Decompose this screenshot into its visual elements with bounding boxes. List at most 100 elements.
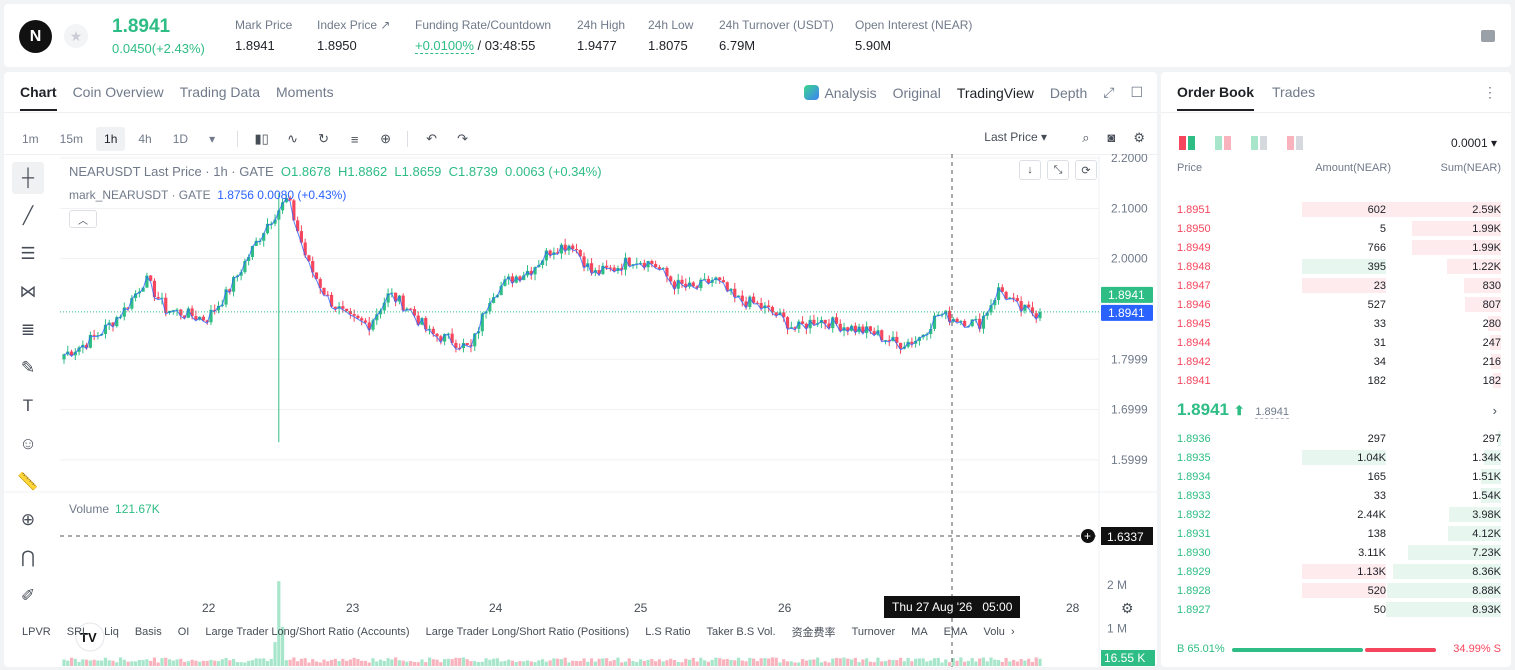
volume-bar: [540, 659, 545, 666]
redo-icon[interactable]: ↷: [457, 131, 469, 146]
zoom-tool-icon[interactable]: ⊕: [20, 510, 36, 529]
ask-row[interactable]: 1.8941 182 182: [1161, 371, 1511, 390]
bid-row[interactable]: 1.8931 138 4.12K: [1161, 524, 1511, 543]
indicator-volume[interactable]: Volu: [983, 626, 1005, 638]
chevron-right-icon[interactable]: ›: [1492, 403, 1497, 418]
ask-row[interactable]: 1.8944 31 247: [1161, 333, 1511, 352]
ask-row[interactable]: 1.8951 602 2.59K: [1161, 200, 1511, 219]
interval-1d[interactable]: 1D: [172, 132, 189, 146]
fit-icon[interactable]: ⤡: [1047, 160, 1069, 180]
tab-coin-overview[interactable]: Coin Overview: [72, 84, 164, 100]
view-original[interactable]: Original: [892, 84, 941, 101]
ask-row[interactable]: 1.8950 5 1.99K: [1161, 219, 1511, 238]
collapse-legend-button[interactable]: ︿: [69, 210, 97, 228]
volume-bar: [782, 659, 786, 666]
interval-4h[interactable]: 4h: [138, 132, 152, 146]
mode-split-icon[interactable]: [1215, 136, 1231, 150]
candle-type-icon[interactable]: ▮▯: [254, 131, 269, 146]
bid-row[interactable]: 1.8928 520 8.88K: [1161, 581, 1511, 600]
ask-row[interactable]: 1.8945 33 280: [1161, 314, 1511, 333]
book-icon[interactable]: [1481, 30, 1495, 42]
indicator-srl[interactable]: SRL: [66, 626, 89, 638]
mode-bids-icon[interactable]: [1251, 136, 1267, 150]
interval-1m[interactable]: 1m: [22, 132, 39, 146]
interval-1h[interactable]: 1h: [96, 127, 126, 151]
indicator-ls-ratio[interactable]: L.S Ratio: [645, 626, 691, 638]
indicator-ls-accounts[interactable]: Large Trader Long/Short Ratio (Accounts): [205, 626, 410, 638]
precision-select[interactable]: 0.0001 ▾: [1450, 136, 1497, 150]
indicator-basis[interactable]: Basis: [134, 626, 162, 638]
ask-row[interactable]: 1.8947 23 830: [1161, 276, 1511, 295]
undo-icon[interactable]: ↶: [426, 131, 438, 146]
fib-tool-icon[interactable]: ≣: [20, 320, 36, 339]
chevron-right-icon[interactable]: ›: [1010, 626, 1015, 638]
mode-asks-icon[interactable]: [1287, 136, 1303, 150]
scroll-down-icon[interactable]: ↓: [1019, 160, 1041, 180]
ask-row[interactable]: 1.8949 766 1.99K: [1161, 238, 1511, 257]
tab-trading-data[interactable]: Trading Data: [179, 84, 261, 100]
tab-chart[interactable]: Chart: [20, 84, 57, 111]
indicator-ema[interactable]: EMA: [943, 626, 968, 638]
volume-bar: [126, 661, 130, 666]
gear-icon[interactable]: ⚙: [1133, 130, 1145, 145]
indicator-funding[interactable]: 资金费率: [791, 627, 836, 639]
brush-tool-icon[interactable]: ✎: [20, 358, 36, 377]
indicator-liq[interactable]: Liq: [104, 626, 119, 638]
pattern-tool-icon[interactable]: ⋈: [19, 282, 37, 301]
axis-settings-icon[interactable]: ⚙: [1121, 600, 1134, 616]
ask-row[interactable]: 1.8948 395 1.22K: [1161, 257, 1511, 276]
text-tool-icon[interactable]: T: [22, 396, 34, 415]
interval-dropdown-icon[interactable]: ▾: [209, 132, 216, 146]
window-icon[interactable]: ☐: [1130, 84, 1143, 100]
camera-icon[interactable]: ◙: [1107, 130, 1116, 145]
indicator-taker-vol[interactable]: Taker B.S Vol.: [706, 626, 776, 638]
compare-icon[interactable]: ↻: [318, 131, 330, 146]
bid-row[interactable]: 1.8935 1.04K 1.34K: [1161, 448, 1511, 467]
indicator-lpvr[interactable]: LPVR: [22, 626, 51, 638]
more-icon[interactable]: ⋮: [1483, 84, 1497, 100]
indicator-ma[interactable]: MA: [911, 626, 928, 638]
tab-trades[interactable]: Trades: [1272, 84, 1316, 100]
stat-index-price[interactable]: Index Price ↗ 1.8950: [317, 18, 390, 53]
mode-both-icon[interactable]: [1179, 136, 1195, 150]
bid-row[interactable]: 1.8927 50 8.93K: [1161, 600, 1511, 619]
bid-row[interactable]: 1.8929 1.13K 8.36K: [1161, 562, 1511, 581]
indicator-turnover[interactable]: Turnover: [851, 626, 896, 638]
crosshair-tool-icon[interactable]: ┼: [12, 162, 44, 194]
volume-bar: [194, 660, 198, 666]
magnet-tool-icon[interactable]: ⋂: [21, 548, 35, 567]
stat-funding-rate[interactable]: Funding Rate/Countdown +0.0100% / 03:48:…: [415, 18, 551, 54]
bid-row[interactable]: 1.8930 3.11K 7.23K: [1161, 543, 1511, 562]
tab-order-book[interactable]: Order Book: [1177, 84, 1255, 111]
trendline-tool-icon[interactable]: ╱: [22, 206, 34, 225]
reset-icon[interactable]: ⟳: [1075, 160, 1097, 180]
indicators-icon[interactable]: ∿: [287, 131, 299, 146]
favorite-star-icon[interactable]: ★: [64, 24, 88, 48]
interval-15m[interactable]: 15m: [59, 132, 84, 146]
bid-row[interactable]: 1.8936 297 297: [1161, 429, 1511, 448]
search-icon[interactable]: ⌕: [1082, 130, 1090, 145]
horizontal-lines-tool-icon[interactable]: ☰: [20, 244, 36, 263]
ask-row[interactable]: 1.8946 527 807: [1161, 295, 1511, 314]
near-logo-icon[interactable]: N: [19, 20, 52, 53]
ask-row[interactable]: 1.8942 34 216: [1161, 352, 1511, 371]
pencil-tool-icon[interactable]: ✐: [20, 586, 36, 605]
bid-row[interactable]: 1.8934 165 1.51K: [1161, 467, 1511, 486]
price-source-select[interactable]: Last Price ▾: [984, 130, 1047, 144]
template-icon[interactable]: ≡: [350, 131, 359, 147]
bid-row[interactable]: 1.8932 2.44K 3.98K: [1161, 505, 1511, 524]
ruler-tool-icon[interactable]: 📏: [17, 472, 39, 491]
tab-moments[interactable]: Moments: [276, 84, 334, 100]
emoji-tool-icon[interactable]: ☺: [19, 434, 37, 453]
bid-row[interactable]: 1.8933 33 1.54K: [1161, 486, 1511, 505]
orderbook-mid-price[interactable]: 1.8941 ⬆ 1.8941: [1177, 400, 1290, 420]
view-tradingview[interactable]: TradingView: [956, 84, 1034, 101]
indicator-ls-positions[interactable]: Large Trader Long/Short Ratio (Positions…: [425, 626, 630, 638]
chart-toolbar: 1m 15m 1h 4h 1D ▾ ▮▯ ∿ ↻ ≡ ⊕ ↶ ↷ Last Pr…: [4, 124, 1157, 154]
expand-icon[interactable]: ⤢: [1103, 84, 1115, 100]
add-indicator-icon[interactable]: ⊕: [380, 131, 392, 146]
analysis-button[interactable]: Analysis: [804, 84, 877, 101]
price-chart[interactable]: 2.2000 2.1000 2.0000 1.7999 1.6999 1.5999 2 M 1…: [4, 154, 1157, 667]
view-depth[interactable]: Depth: [1049, 84, 1088, 101]
indicator-oi[interactable]: OI: [177, 626, 190, 638]
